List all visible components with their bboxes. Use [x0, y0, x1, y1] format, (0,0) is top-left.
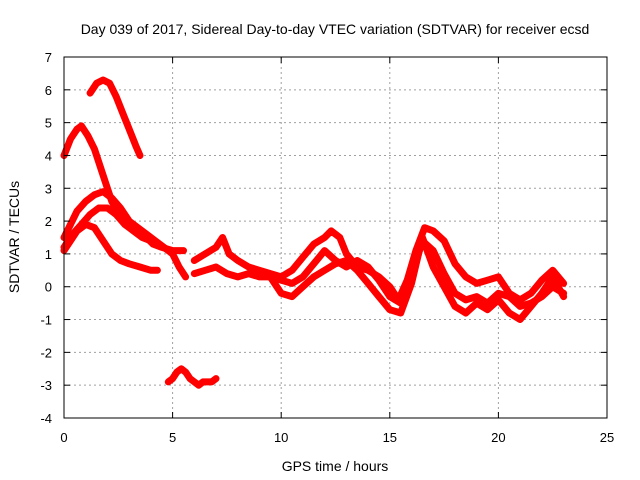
x-tick-labels: 0 5 10 15 20 25: [60, 430, 614, 445]
series-arc-f: [164, 365, 220, 389]
series-arc-c: [60, 188, 190, 281]
y-tick-label: -4: [40, 411, 52, 426]
series-arc-a: [86, 76, 144, 159]
y-tick-label: 3: [45, 181, 52, 196]
y-tick-label: -1: [40, 313, 52, 328]
x-tick-label: 20: [491, 430, 505, 445]
y-tick-label: 2: [45, 214, 52, 229]
y-tick-label: 0: [45, 280, 52, 295]
series-arc-i: [266, 234, 568, 323]
series-arc-h: [190, 237, 568, 310]
y-tick-label: 4: [45, 148, 52, 163]
y-tick-label: -3: [40, 378, 52, 393]
axis-ticks: [63, 56, 608, 419]
y-tick-label: 1: [45, 247, 52, 262]
y-axis-label: SDTVAR / TECUs: [6, 181, 22, 293]
plot-frame: [63, 56, 608, 419]
gridlines: [64, 57, 607, 418]
chart-title: Day 039 of 2017, Sidereal Day-to-day VTE…: [81, 21, 590, 37]
x-axis-label: GPS time / hours: [282, 458, 389, 474]
y-tick-label: 5: [45, 116, 52, 131]
y-tick-label: -2: [40, 345, 52, 360]
data-series: [60, 76, 568, 389]
x-tick-label: 10: [274, 430, 288, 445]
y-tick-label: 7: [45, 50, 52, 65]
series-arc-e: [60, 220, 161, 274]
y-tick-labels: -4 -3 -2 -1 0 1 2 3 4 5 6 7: [40, 50, 52, 426]
y-tick-label: 6: [45, 83, 52, 98]
x-tick-label: 25: [600, 430, 614, 445]
x-tick-label: 5: [169, 430, 176, 445]
x-tick-label: 15: [383, 430, 397, 445]
x-tick-label: 0: [60, 430, 67, 445]
